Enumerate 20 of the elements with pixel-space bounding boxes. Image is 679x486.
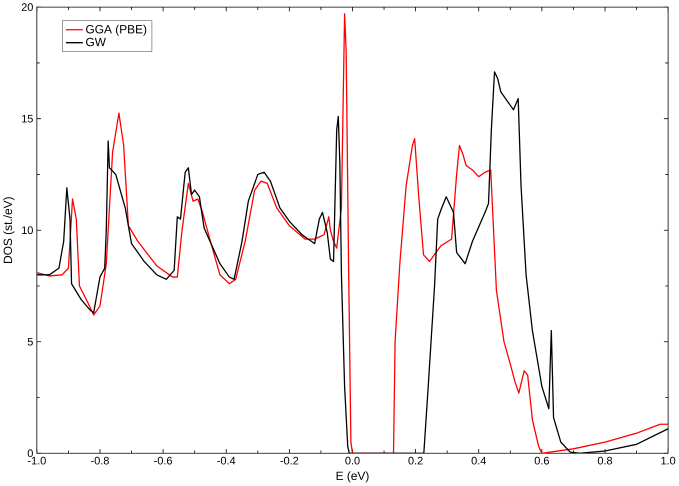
x-tick-label: 0.2 (408, 456, 423, 465)
y-axis-title: DOS (st./eV) (3, 197, 14, 264)
x-tick-label: 0.6 (534, 456, 549, 465)
x-tick-label: -0.4 (217, 456, 236, 465)
x-axis-title: E (eV) (336, 471, 369, 483)
x-tick-label: -0.8 (91, 456, 109, 465)
x-tick-label: -0.2 (280, 456, 298, 465)
y-tick-label: 0 (28, 450, 33, 458)
x-tick-label: 0.0 (345, 456, 360, 465)
y-tick-label: 10 (22, 226, 33, 234)
y-tick-label: 5 (28, 338, 33, 346)
legend-label: GW (86, 38, 106, 46)
x-tick-label: -0.6 (154, 456, 172, 465)
x-tick-label: -1.0 (28, 456, 46, 465)
x-tick-label: 1.0 (661, 456, 676, 465)
legend-label: GGA (PBE) (86, 24, 146, 36)
y-tick-label: 15 (22, 115, 33, 123)
x-tick-label: 0.8 (598, 456, 612, 465)
y-tick-label: 20 (22, 3, 33, 12)
x-tick-label: 0.4 (472, 456, 486, 465)
